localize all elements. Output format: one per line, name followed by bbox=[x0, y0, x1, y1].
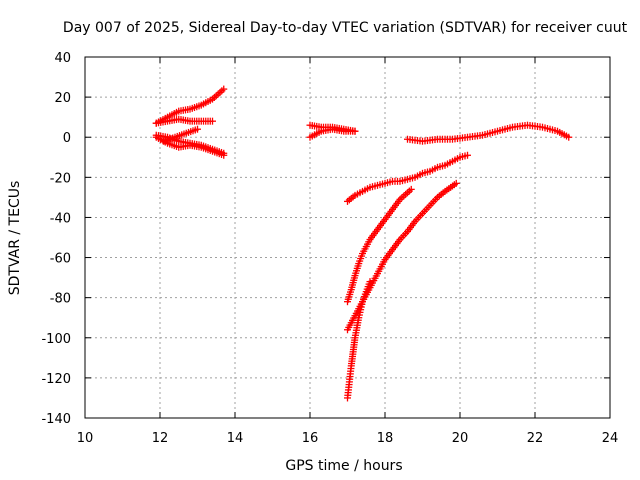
x-tick-label: 10 bbox=[77, 431, 94, 446]
x-tick-label: 24 bbox=[602, 431, 619, 446]
y-tick-label: -120 bbox=[41, 372, 71, 387]
series-arc-k bbox=[344, 179, 460, 334]
series-trace bbox=[346, 188, 412, 302]
x-axis: 10 12 14 16 18 20 22 24 bbox=[77, 57, 619, 446]
series-arc-i bbox=[344, 151, 471, 205]
x-tick-label: 16 bbox=[302, 431, 319, 446]
y-axis-label: SDTVAR / TECUs bbox=[7, 181, 23, 296]
series-arc-d bbox=[152, 133, 228, 159]
data-point bbox=[220, 85, 228, 93]
chart-title: Day 007 of 2025, Sidereal Day-to-day VTE… bbox=[63, 20, 628, 36]
x-tick-label: 22 bbox=[527, 431, 544, 446]
y-tick-label: -100 bbox=[41, 332, 71, 347]
y-tick-label: -60 bbox=[50, 252, 71, 267]
x-tick-label: 14 bbox=[227, 431, 244, 446]
x-tick-label: 18 bbox=[377, 431, 394, 446]
data-series bbox=[152, 85, 573, 402]
y-tick-label: -40 bbox=[50, 211, 71, 226]
series-arc-h bbox=[404, 121, 573, 145]
data-point bbox=[407, 185, 415, 193]
grid-lines bbox=[85, 57, 610, 418]
x-axis-label: GPS time / hours bbox=[285, 458, 402, 474]
data-point bbox=[452, 179, 460, 187]
data-point bbox=[464, 151, 471, 159]
y-tick-label: 20 bbox=[54, 91, 71, 106]
y-tick-label: -20 bbox=[50, 171, 71, 186]
series-arc-e bbox=[160, 125, 201, 145]
y-tick-label: -80 bbox=[50, 292, 71, 307]
data-point bbox=[351, 127, 359, 135]
data-point bbox=[209, 117, 216, 125]
series-arc-g bbox=[306, 121, 359, 135]
x-tick-label: 12 bbox=[152, 431, 169, 446]
y-tick-label: 0 bbox=[63, 131, 71, 146]
series-arc-l bbox=[344, 278, 374, 402]
x-tick-label: 20 bbox=[452, 431, 469, 446]
data-point bbox=[194, 125, 201, 133]
y-tick-label: 40 bbox=[54, 51, 71, 66]
data-point bbox=[220, 151, 228, 159]
series-arc-j bbox=[344, 185, 415, 306]
y-tick-label: -140 bbox=[41, 412, 71, 427]
data-point bbox=[366, 278, 374, 286]
data-point bbox=[565, 133, 573, 141]
y-axis: 40 20 0 -20 -40 -60 -80 -100 -120 -140 bbox=[41, 51, 610, 427]
series-arc-b bbox=[152, 115, 216, 127]
plot-frame bbox=[84, 56, 611, 419]
